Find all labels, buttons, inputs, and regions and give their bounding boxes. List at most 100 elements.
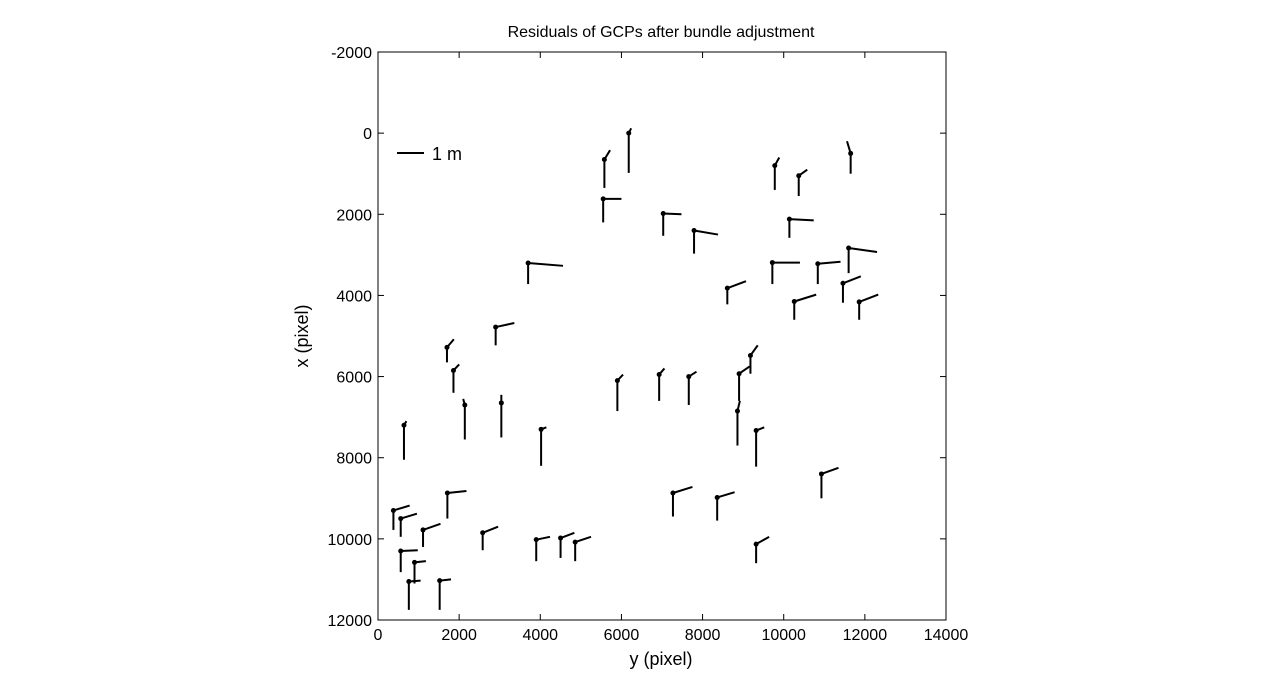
residual-direction-component	[422, 522, 441, 531]
gcp-residual	[724, 280, 747, 305]
gcp-point	[848, 150, 854, 156]
gcp-point	[614, 378, 620, 384]
gcp-point	[600, 196, 606, 202]
gcp-residual	[401, 420, 408, 460]
gcp-residual	[772, 157, 781, 190]
residual-direction-component	[821, 466, 839, 475]
residual-vectors	[390, 127, 879, 610]
gcp-residual	[786, 216, 814, 238]
y-axis-label: x (pixel)	[292, 304, 312, 367]
gcp-point	[856, 299, 862, 305]
residual-direction-component	[848, 246, 878, 254]
y-tick-label: 0	[363, 126, 372, 143]
plot-area	[377, 51, 947, 621]
gcp-point	[753, 541, 759, 547]
gcp-residual	[734, 400, 741, 446]
x-tick-label: 12000	[843, 627, 888, 644]
gcp-residual	[714, 491, 735, 521]
gcp-residual	[600, 196, 622, 223]
x-tick-label: 10000	[761, 627, 806, 644]
y-tick-label: 2000	[336, 207, 372, 224]
gcp-point	[656, 372, 662, 378]
gcp-point	[525, 260, 531, 266]
gcp-point	[796, 173, 802, 179]
gcp-point	[412, 559, 418, 565]
gcp-point	[444, 490, 450, 496]
gcp-point	[462, 402, 468, 408]
gcp-point	[818, 471, 824, 477]
gcp-point	[815, 261, 821, 267]
gcp-point	[846, 245, 852, 251]
gcp-point	[437, 578, 443, 584]
x-axis-ticks: 0 2000 4000 6000 8000 10000 12000 14000	[374, 52, 968, 644]
gcp-point	[498, 400, 504, 406]
y-tick-label: 8000	[336, 451, 372, 468]
x-tick-label: 2000	[441, 627, 477, 644]
gcp-residual	[390, 504, 410, 530]
gcp-residual	[406, 578, 421, 610]
gcp-residual	[753, 426, 765, 467]
gcp-residual	[815, 260, 841, 285]
gcp-point	[601, 157, 607, 163]
gcp-residual	[437, 578, 452, 610]
gcp-point	[724, 285, 730, 291]
gcp-point	[398, 548, 404, 554]
gcp-residual	[398, 512, 418, 537]
gcp-residual	[398, 548, 418, 573]
gcp-residual	[533, 535, 551, 562]
gcp-residual	[572, 535, 592, 562]
gcp-residual	[656, 367, 666, 401]
y-axis-ticks: -2000 0 2000 4000 6000 8000 10000 12000	[328, 45, 946, 630]
gcp-residual	[480, 525, 499, 551]
gcp-point	[714, 494, 720, 500]
residual-direction-component	[393, 504, 410, 512]
residual-direction-component	[716, 491, 735, 499]
gcp-residual	[444, 489, 467, 519]
gcp-point	[444, 344, 450, 350]
gcp-residual	[626, 127, 633, 173]
gcp-point	[686, 374, 692, 380]
residual-direction-component	[447, 489, 467, 495]
gcp-point	[533, 537, 539, 543]
gcp-point	[791, 299, 797, 305]
gcp-point	[493, 324, 499, 330]
gcp-residual	[840, 275, 862, 303]
gcp-residual	[444, 338, 455, 363]
gcp-residual	[753, 535, 770, 564]
gcp-point	[753, 428, 759, 434]
gcp-residual	[747, 344, 759, 374]
gcp-residual	[856, 293, 879, 320]
gcp-point	[734, 408, 740, 414]
gcp-residual	[670, 485, 693, 517]
gcp-point	[420, 527, 426, 533]
y-tick-label: 10000	[328, 532, 373, 549]
legend: 1 m	[397, 144, 462, 164]
residual-direction-component	[789, 218, 814, 222]
x-tick-label: 8000	[685, 627, 721, 644]
residual-direction-component	[726, 280, 747, 290]
residual-direction-component	[663, 212, 682, 216]
gcp-point	[769, 260, 775, 266]
gcp-residual	[450, 363, 460, 393]
gcp-residual	[736, 365, 751, 401]
gcp-point	[538, 426, 544, 432]
gcp-point	[450, 367, 456, 373]
gcp-residual	[420, 522, 441, 547]
gcp-point	[572, 539, 578, 545]
x-tick-label: 0	[374, 627, 383, 644]
x-tick-label: 6000	[604, 627, 640, 644]
gcp-residual	[558, 531, 575, 558]
gcp-residual	[691, 228, 719, 254]
residual-direction-component	[672, 485, 693, 494]
gcp-residual	[493, 322, 515, 346]
gcp-point	[747, 352, 753, 358]
gcp-residual	[601, 149, 611, 188]
residual-direction-component	[817, 260, 841, 265]
gcp-residual	[846, 245, 878, 274]
gcp-point	[398, 516, 404, 522]
gcp-residual	[818, 466, 839, 499]
gcp-residual	[686, 370, 698, 405]
residual-direction-component	[400, 512, 418, 520]
gcp-point	[626, 130, 632, 136]
